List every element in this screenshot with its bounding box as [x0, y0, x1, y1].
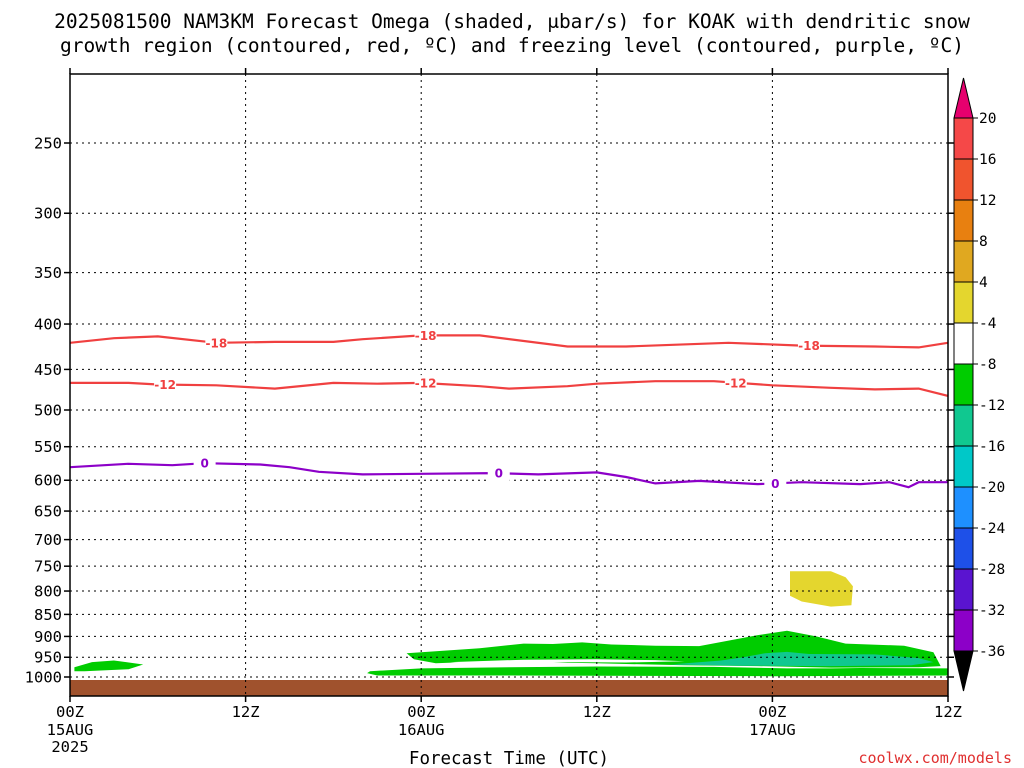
omega-region-3: [450, 659, 685, 665]
omega-region-0: [74, 660, 144, 672]
colorbar-label: 12: [979, 193, 996, 209]
omega-region-4: [670, 651, 934, 667]
y-tick-label: 250: [34, 135, 62, 153]
colorbar-box: [953, 240, 974, 283]
ground-surface: [70, 680, 948, 696]
contour-label: -18: [205, 336, 227, 350]
colorbar-box: [953, 527, 974, 570]
colorbar-label: 4: [979, 275, 988, 291]
y-tick-label: 500: [34, 402, 62, 420]
x-tick-label: 00Z: [758, 703, 786, 721]
y-tick-label: 300: [34, 205, 62, 223]
colorbar-box: [953, 158, 974, 201]
contour-label-bg: [154, 376, 177, 393]
contour-label-bg: [414, 375, 437, 392]
colorbar-label: -8: [979, 357, 996, 373]
contour-label: 0: [200, 457, 208, 471]
colorbar-label: -24: [979, 521, 1005, 537]
x-tick-label: 12Z: [583, 703, 611, 721]
contour-label: -18: [415, 329, 437, 343]
omega-region-5: [790, 571, 853, 607]
chart-title-line-1: 2025081500 NAM3KM Forecast Omega (shaded…: [54, 10, 970, 33]
contour-line: [70, 462, 948, 489]
colorbar-box: [953, 445, 974, 488]
contour-lines: -18 -18 -18 -12 -12 -12 0 0 0: [70, 327, 948, 492]
y-axis-ticks: 250 300 350 400 450 500 550 600 650 700 750 800 850 9…: [25, 135, 954, 687]
colorbar: 20 16 12 8 4 -4 -8 -12 -16 -20 -24 -28 -32 -36: [953, 77, 1005, 692]
omega-shading-layer: [74, 571, 948, 677]
colorbar-box: [953, 363, 974, 406]
y-tick-label: 950: [34, 649, 62, 667]
colorbar-label: 20: [979, 111, 996, 127]
x-axis-title: Forecast Time (UTC): [409, 749, 609, 768]
y-tick-label: 550: [34, 438, 62, 456]
contour-line: [70, 380, 948, 397]
colorbar-label: 16: [979, 152, 996, 168]
contour-label: -12: [154, 378, 176, 392]
y-tick-label: 700: [34, 531, 62, 549]
chart-title-line-2: growth region (contoured, red, ºC) and f…: [60, 34, 964, 57]
contour-label-bg: [797, 337, 820, 354]
x-tick-label: 12Z: [934, 703, 962, 721]
contour-label-bg: [724, 374, 747, 391]
colorbar-label: -4: [979, 316, 997, 332]
contour-label: 0: [495, 467, 503, 481]
colorbar-box: [953, 199, 974, 242]
colorbar-label: -12: [979, 398, 1005, 414]
plot-frame: [69, 73, 949, 697]
colorbar-box: [953, 322, 974, 365]
y-tick-label: 800: [34, 583, 62, 601]
contour-label-bg: [487, 465, 510, 482]
colorbar-label: -20: [979, 480, 1005, 496]
contour-label-bg: [414, 327, 437, 344]
x-tick-sublabel: 16AUG: [398, 721, 445, 739]
colorbar-box: [953, 281, 974, 324]
colorbar-top-arrow: [953, 77, 974, 119]
colorbar-label: -32: [979, 603, 1005, 619]
x-tick-sublabel: 17AUG: [749, 721, 796, 739]
y-tick-label: 1000: [25, 669, 62, 687]
y-tick-label: 600: [34, 472, 62, 490]
colorbar-box: [953, 486, 974, 529]
colorbar-label: 8: [979, 234, 988, 250]
colorbar-label: -16: [979, 439, 1005, 455]
y-tick-label: 750: [34, 558, 62, 576]
y-tick-label: 650: [34, 503, 62, 521]
colorbar-label: -36: [979, 644, 1005, 660]
colorbar-box: [953, 609, 974, 652]
x-tick-sublabel: 15AUG: [47, 721, 94, 739]
contour-label-bg: [205, 334, 228, 351]
credit-text: coolwx.com/models: [858, 749, 1012, 767]
colorbar-bottom-arrow: [953, 650, 974, 692]
y-tick-label: 900: [34, 628, 62, 646]
contour-line: [70, 334, 948, 349]
colorbar-box: [953, 117, 974, 160]
contour-label: 0: [771, 477, 779, 491]
x-tick-label: 00Z: [407, 703, 435, 721]
contour-label: -12: [725, 376, 747, 390]
contour-label: -12: [415, 377, 437, 391]
colorbar-label: -28: [979, 562, 1005, 578]
x-tick-label: 12Z: [232, 703, 260, 721]
y-tick-label: 450: [34, 361, 62, 379]
y-tick-label: 850: [34, 606, 62, 624]
contour-label-bg: [764, 475, 787, 492]
y-tick-label: 350: [34, 264, 62, 282]
colorbar-box: [953, 404, 974, 447]
omega-region-1: [367, 666, 948, 677]
contour-label: -18: [798, 339, 820, 353]
x-tick-sublabel: 2025: [51, 738, 88, 756]
y-tick-label: 400: [34, 316, 62, 334]
colorbar-box: [953, 568, 974, 611]
contour-label-bg: [193, 455, 216, 472]
x-tick-label: 00Z: [56, 703, 84, 721]
